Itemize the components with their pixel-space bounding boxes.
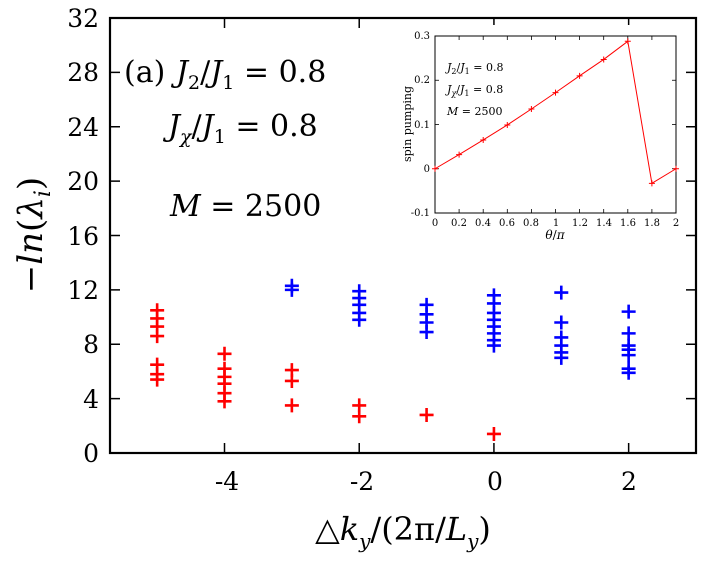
inset-x-tick-label: 2 [673,218,679,229]
inset-marker [432,165,438,172]
y-tick-label: 20 [67,167,99,196]
x-tick-label: -2 [350,467,374,496]
inset-marker [552,89,559,96]
inset-marker [480,136,487,143]
marker-blue [284,278,299,293]
main-y-tick-labels: 0 4 8 12 16 20 24 28 32 [67,4,99,468]
marker-blue [554,315,569,330]
inset-y-tick-label: 0 [424,164,430,175]
inset-x-tick-label: 1.2 [572,218,588,229]
marker-blue [554,285,569,300]
inset-x-tick-label: 1 [553,218,559,229]
marker-blue [621,326,636,341]
inset-marker [673,165,679,172]
marker-blue [621,304,636,319]
inset-x-tick-labels: 0 0.2 0.4 0.6 0.8 1 1.2 1.4 1.6 1.8 2 [432,218,679,229]
inset-y-tick-labels: -0.1 0 0.1 0.2 0.3 [411,31,430,219]
main-ticks [110,17,696,454]
marker-red [150,357,165,372]
inset-x-tick-label: 0.2 [451,218,467,229]
y-tick-label: 0 [83,439,99,468]
inset-marker [504,121,511,128]
inset-marker [648,180,655,187]
inset-series [432,38,679,187]
marker-red [284,363,299,378]
x-tick-label: -4 [215,467,239,496]
inset-x-axis-label: θ/π [545,228,565,242]
inset-background [412,25,682,237]
inset-marker [456,151,463,158]
marker-red [217,346,232,361]
inset-y-tick-label: -0.1 [411,208,430,219]
marker-blue [621,338,636,353]
marker-red [150,303,165,318]
marker-blue [621,361,636,376]
inset-x-tick-label: 1.4 [596,218,612,229]
y-axis-label: −ln(λi) [11,177,56,293]
marker-red [217,361,232,376]
inset-y-tick-label: 0.1 [414,120,430,131]
marker-blue [554,330,569,345]
y-tick-label: 32 [67,4,99,33]
inset-x-tick-label: 0.8 [523,218,539,229]
inset-y-tick-label: 0.2 [414,75,430,86]
marker-red [352,398,367,413]
inset-annotation-jchi-j1: Jχ/J1 = 0.8 [445,83,503,98]
x-tick-label: 2 [621,467,637,496]
inset-annotation-m: M = 2500 [446,105,502,118]
main-x-tick-labels: -4 -2 0 2 [215,467,637,496]
y-tick-label: 28 [67,58,99,87]
panel-label: (a) [124,55,165,90]
inset-marker [528,106,535,113]
x-tick-label: 0 [487,467,503,496]
annotation-m: M = 2500 [169,189,321,224]
annotation-j2-j1: J2/J1 = 0.8 [170,55,326,94]
marker-blue [486,288,501,303]
x-axis-label: △ky/(2π/Ly) [315,510,491,553]
y-tick-label: 8 [83,330,99,359]
y-tick-label: 12 [67,276,99,305]
inset-y-tick-label: 0.3 [414,31,430,42]
marker-red [284,398,299,413]
y-tick-label: 24 [67,113,99,142]
inset-annotation-j2-j1: J2/J1 = 0.8 [445,61,503,76]
y-tick-label: 16 [67,222,99,251]
inset-x-tick-label: 0.6 [499,218,515,229]
marker-blue [352,284,367,299]
inset-x-tick-label: 1.6 [620,218,636,229]
y-tick-label: 4 [83,385,99,414]
annotation-jchi-j1: Jχ/J1 = 0.8 [162,109,318,148]
inset-marker [576,72,583,79]
marker-red [419,407,434,422]
inset-x-tick-label: 0.4 [475,218,491,229]
main-data-markers [150,278,636,441]
marker-red [486,426,501,441]
inset-y-axis-label: spin pumping [401,86,414,162]
inset-x-tick-label: 0 [432,218,438,229]
inset-marker [600,56,607,63]
marker-blue [419,297,434,312]
inset-x-tick-label: 1.8 [644,218,660,229]
inset-marker [624,38,631,45]
